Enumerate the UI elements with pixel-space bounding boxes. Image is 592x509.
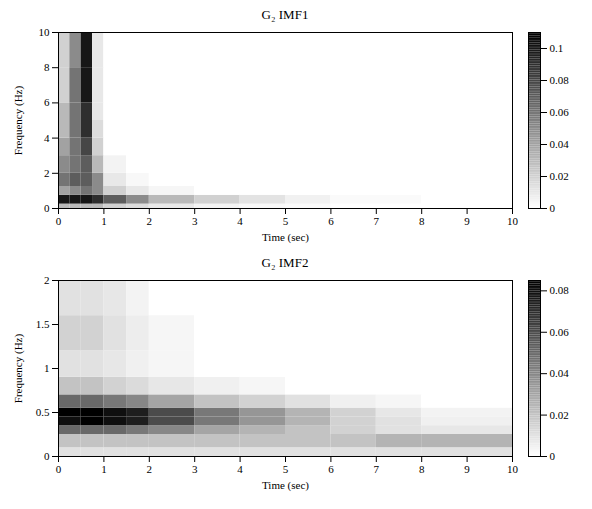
svg-text:5: 5	[283, 463, 289, 475]
svg-text:0.02: 0.02	[550, 409, 569, 421]
svg-text:Frequency (Hz): Frequency (Hz)	[12, 334, 25, 404]
svg-text:10: 10	[39, 26, 51, 38]
svg-text:0.5: 0.5	[36, 406, 50, 418]
svg-text:4: 4	[44, 132, 50, 144]
svg-text:6: 6	[328, 463, 334, 475]
svg-text:1: 1	[101, 215, 107, 227]
svg-text:4: 4	[237, 463, 243, 475]
svg-text:0.02: 0.02	[550, 170, 569, 182]
svg-text:Time (sec): Time (sec)	[262, 231, 309, 244]
svg-text:0.04: 0.04	[550, 367, 570, 379]
svg-text:0: 0	[44, 202, 50, 214]
svg-text:2: 2	[147, 463, 153, 475]
svg-text:4: 4	[237, 215, 243, 227]
svg-text:7: 7	[374, 463, 380, 475]
svg-text:1: 1	[101, 463, 107, 475]
svg-text:Time (sec): Time (sec)	[262, 479, 309, 492]
svg-text:0.08: 0.08	[550, 74, 570, 86]
svg-text:8: 8	[419, 463, 425, 475]
svg-text:8: 8	[419, 215, 425, 227]
svg-text:0: 0	[56, 215, 62, 227]
svg-text:Frequency (Hz): Frequency (Hz)	[12, 86, 25, 156]
svg-text:10: 10	[507, 215, 519, 227]
svg-text:6: 6	[328, 215, 334, 227]
html-text:G₂ IMF1: G₂ IMF1	[261, 7, 309, 22]
svg-text:6: 6	[44, 96, 50, 108]
svg-text:0.1: 0.1	[550, 42, 564, 54]
svg-text:10: 10	[507, 463, 519, 475]
svg-text:0.08: 0.08	[550, 284, 570, 296]
svg-text:5: 5	[283, 215, 289, 227]
svg-text:1.5: 1.5	[36, 318, 50, 330]
svg-text:2: 2	[44, 167, 50, 179]
svg-text:0: 0	[44, 450, 50, 462]
svg-text:0.06: 0.06	[550, 106, 570, 118]
svg-text:3: 3	[192, 463, 198, 475]
svg-text:2: 2	[44, 274, 50, 286]
svg-text:0.06: 0.06	[550, 326, 570, 338]
svg-text:0: 0	[56, 463, 62, 475]
svg-text:0: 0	[550, 202, 556, 214]
svg-text:3: 3	[192, 215, 198, 227]
svg-text:0.04: 0.04	[550, 138, 570, 150]
svg-text:9: 9	[464, 215, 470, 227]
svg-text:8: 8	[44, 61, 50, 73]
svg-text:1: 1	[44, 362, 50, 374]
svg-text:9: 9	[464, 463, 470, 475]
svg-text:7: 7	[374, 215, 380, 227]
svg-text:2: 2	[147, 215, 153, 227]
svg-text:0: 0	[550, 450, 556, 462]
html-text:G₂ IMF2: G₂ IMF2	[261, 255, 309, 270]
